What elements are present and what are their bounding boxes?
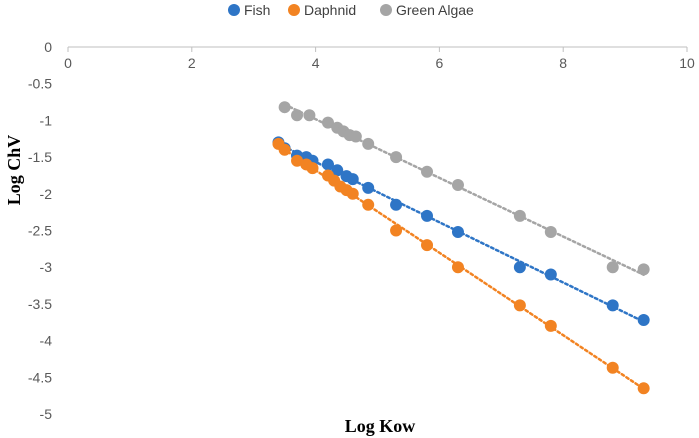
point-daphnid: [291, 154, 304, 167]
legend-label-fish: Fish: [244, 2, 270, 18]
legend-marker-fish: [228, 4, 240, 16]
point-green-algae: [291, 109, 304, 122]
y-tick-label: -1.5: [28, 149, 52, 165]
point-fish: [513, 261, 526, 274]
y-tick-label: -3: [40, 259, 53, 275]
y-tick-label: -3.5: [28, 296, 52, 312]
x-axis: 0 2 4 6 8 10: [64, 46, 695, 71]
point-daphnid: [306, 162, 319, 175]
x-tick-label: 10: [679, 55, 695, 71]
point-green-algae: [362, 137, 375, 150]
point-fish: [331, 164, 344, 177]
legend-label-green-algae: Green Algae: [396, 2, 474, 18]
point-fish: [362, 181, 375, 194]
point-daphnid: [606, 361, 619, 374]
point-green-algae: [637, 263, 650, 276]
point-green-algae: [606, 261, 619, 274]
y-axis-ticks: 0 -0.5 -1 -1.5 -2 -2.5 -3 -3.5 -4 -4.5 -5: [28, 39, 52, 422]
point-daphnid: [278, 143, 291, 156]
y-axis-title: Log ChV: [4, 135, 24, 206]
point-fish: [544, 268, 557, 281]
point-daphnid: [451, 261, 464, 274]
x-tick-label: 6: [436, 55, 444, 71]
x-axis-title: Log Kow: [345, 416, 416, 436]
x-tick-label: 2: [188, 55, 196, 71]
point-fish: [451, 225, 464, 238]
point-fish: [606, 299, 619, 312]
point-green-algae: [421, 165, 434, 178]
x-tick-label: 0: [64, 55, 72, 71]
point-daphnid: [346, 187, 359, 200]
y-tick-label: -5: [40, 406, 53, 422]
chart-legend: Fish Daphnid Green Algae: [228, 2, 474, 18]
point-green-algae: [278, 101, 291, 114]
point-green-algae: [513, 209, 526, 222]
point-fish: [421, 209, 434, 222]
y-tick-label: -4: [40, 333, 53, 349]
point-daphnid: [544, 319, 557, 332]
y-tick-label: -0.5: [28, 76, 52, 92]
point-fish: [637, 314, 650, 327]
point-daphnid: [637, 382, 650, 395]
point-daphnid: [513, 299, 526, 312]
point-green-algae: [544, 225, 557, 238]
point-green-algae: [303, 109, 316, 122]
legend-label-daphnid: Daphnid: [304, 2, 356, 18]
x-tick-label: 8: [559, 55, 567, 71]
x-tick-label: 4: [312, 55, 320, 71]
point-green-algae: [321, 116, 334, 129]
point-daphnid: [362, 198, 375, 211]
point-daphnid: [421, 239, 434, 252]
point-fish: [346, 173, 359, 186]
y-tick-label: 0: [44, 39, 52, 55]
point-green-algae: [451, 178, 464, 191]
trendlines: [277, 103, 645, 391]
y-tick-label: -2.5: [28, 223, 52, 239]
legend-marker-green-algae: [380, 4, 392, 16]
y-tick-label: -2: [40, 186, 53, 202]
point-fish: [321, 158, 334, 171]
y-tick-label: -4.5: [28, 369, 52, 385]
point-daphnid: [390, 224, 403, 237]
point-green-algae: [349, 130, 362, 143]
y-tick-label: -1: [40, 112, 53, 128]
data-points: [272, 101, 650, 395]
legend-marker-daphnid: [288, 4, 300, 16]
point-green-algae: [390, 151, 403, 164]
point-fish: [390, 198, 403, 211]
